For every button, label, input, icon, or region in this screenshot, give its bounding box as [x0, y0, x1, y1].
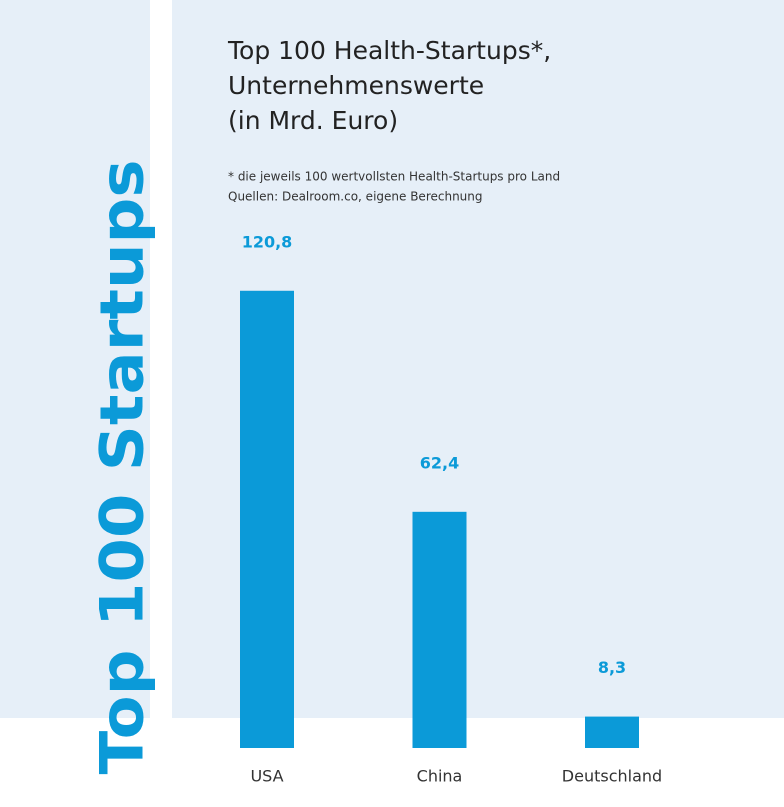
- chart-title: Top 100 Health-Startups*,: [227, 36, 551, 65]
- side-label: Top 100 Startups: [88, 160, 158, 775]
- x-tick-label: Deutschland: [562, 767, 662, 786]
- bar: [585, 716, 639, 748]
- bar: [240, 290, 294, 748]
- value-label: 62,4: [420, 453, 459, 472]
- note: Quellen: Dealroom.co, eigene Berechnung: [228, 190, 483, 204]
- x-tick-label: China: [417, 767, 463, 786]
- note: * die jeweils 100 wertvollsten Health-St…: [228, 170, 560, 184]
- chart-title: Unternehmenswerte: [228, 71, 484, 100]
- chart-title: (in Mrd. Euro): [228, 106, 398, 135]
- value-label: 120,8: [242, 232, 293, 251]
- background-panel: [0, 0, 150, 718]
- bar: [412, 511, 467, 748]
- value-label: 8,3: [598, 658, 626, 677]
- x-tick-label: USA: [250, 767, 283, 786]
